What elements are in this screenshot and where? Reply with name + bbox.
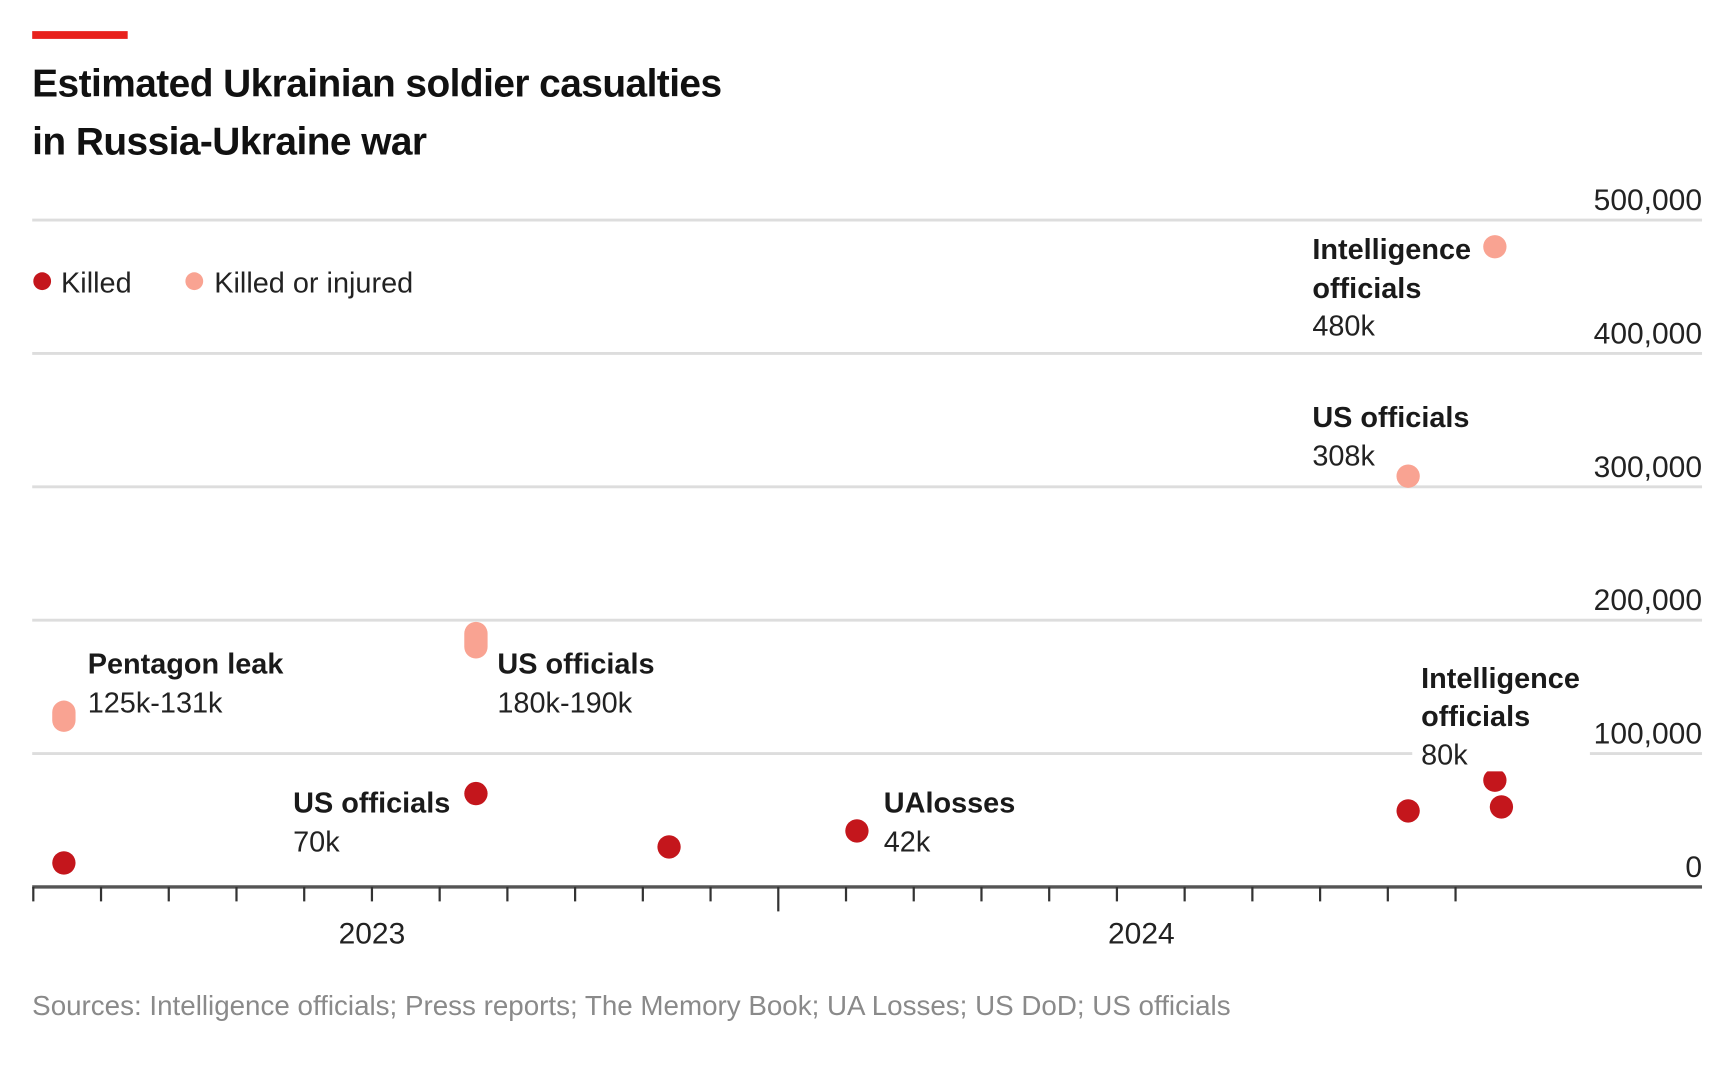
chart-title-line-1: Estimated Ukrainian soldier casualties <box>32 63 721 106</box>
y-tick-label: 200,000 <box>1594 584 1702 617</box>
annotation-value: 125k-131k <box>88 687 223 719</box>
annotation-source: Intelligence <box>1421 663 1580 695</box>
annotation-us-officials-killed: US officials 70k <box>293 787 450 858</box>
x-axis <box>32 885 1703 912</box>
legend-killed-or-injured-label: Killed or injured <box>214 267 413 299</box>
annotation-source: Intelligence <box>1312 234 1471 266</box>
killed-point <box>464 781 488 806</box>
annotation-intelligence-480k: Intelligence officials 480k <box>1312 234 1471 343</box>
killed-point <box>1489 795 1514 819</box>
y-tick-label: 100,000 <box>1594 718 1702 751</box>
killed-point <box>52 851 76 875</box>
killed-or-injured-point <box>1483 235 1507 259</box>
data-points <box>52 235 1514 875</box>
annotation-source: officials <box>1421 701 1530 733</box>
x-tick-label-2023: 2023 <box>339 918 406 951</box>
annotation-source: Pentagon leak <box>88 649 285 681</box>
annotation-source: officials <box>1312 273 1421 305</box>
legend-killed-or-injured-swatch <box>185 272 204 291</box>
legend-killed-label: Killed <box>61 267 132 299</box>
accent-bar <box>32 31 128 39</box>
x-tick-label-2024: 2024 <box>1108 918 1175 951</box>
killed-or-injured-point <box>1396 464 1420 488</box>
legend: Killed Killed or injured <box>33 267 413 299</box>
killed-point <box>657 835 681 859</box>
annotation-value: 42k <box>884 826 931 858</box>
killed-point <box>1483 768 1507 792</box>
killed-point <box>845 819 869 843</box>
annotation-value: 70k <box>293 826 340 858</box>
legend-killed-swatch <box>33 272 52 291</box>
y-tick-label: 400,000 <box>1594 317 1702 350</box>
annotation-ualosses: UAlosses 42k <box>884 787 1016 858</box>
chart-title-line-2: in Russia-Ukraine war <box>32 120 427 163</box>
annotation-source: UAlosses <box>884 787 1016 819</box>
annotation-pentagon-leak: Pentagon leak 125k-131k <box>88 649 285 720</box>
killed-point <box>1396 799 1420 823</box>
annotation-value: 480k <box>1312 311 1375 343</box>
annotation-us-officials-range: US officials 180k-190k <box>497 649 654 720</box>
annotation-source: US officials <box>293 787 450 819</box>
y-tick-label: 0 <box>1685 851 1702 884</box>
annotation-value: 80k <box>1421 740 1468 772</box>
annotation-value: 180k-190k <box>497 687 632 719</box>
annotation-us-officials-308k: US officials 308k <box>1312 402 1469 473</box>
annotation-source: US officials <box>497 649 654 681</box>
annotations: Pentagon leak 125k-131k US officials 180… <box>88 234 1590 858</box>
source-note: Sources: Intelligence officials; Press r… <box>32 990 1230 1021</box>
y-tick-label: 500,000 <box>1594 184 1702 217</box>
y-tick-labels: 0 100,000 200,000 300,000 400,000 500,000 <box>1594 184 1702 884</box>
annotation-intelligence-killed: Intelligence officials 80k <box>1412 657 1590 772</box>
annotation-source: US officials <box>1312 402 1469 434</box>
y-tick-label: 300,000 <box>1594 451 1702 484</box>
annotation-value: 308k <box>1312 441 1375 473</box>
